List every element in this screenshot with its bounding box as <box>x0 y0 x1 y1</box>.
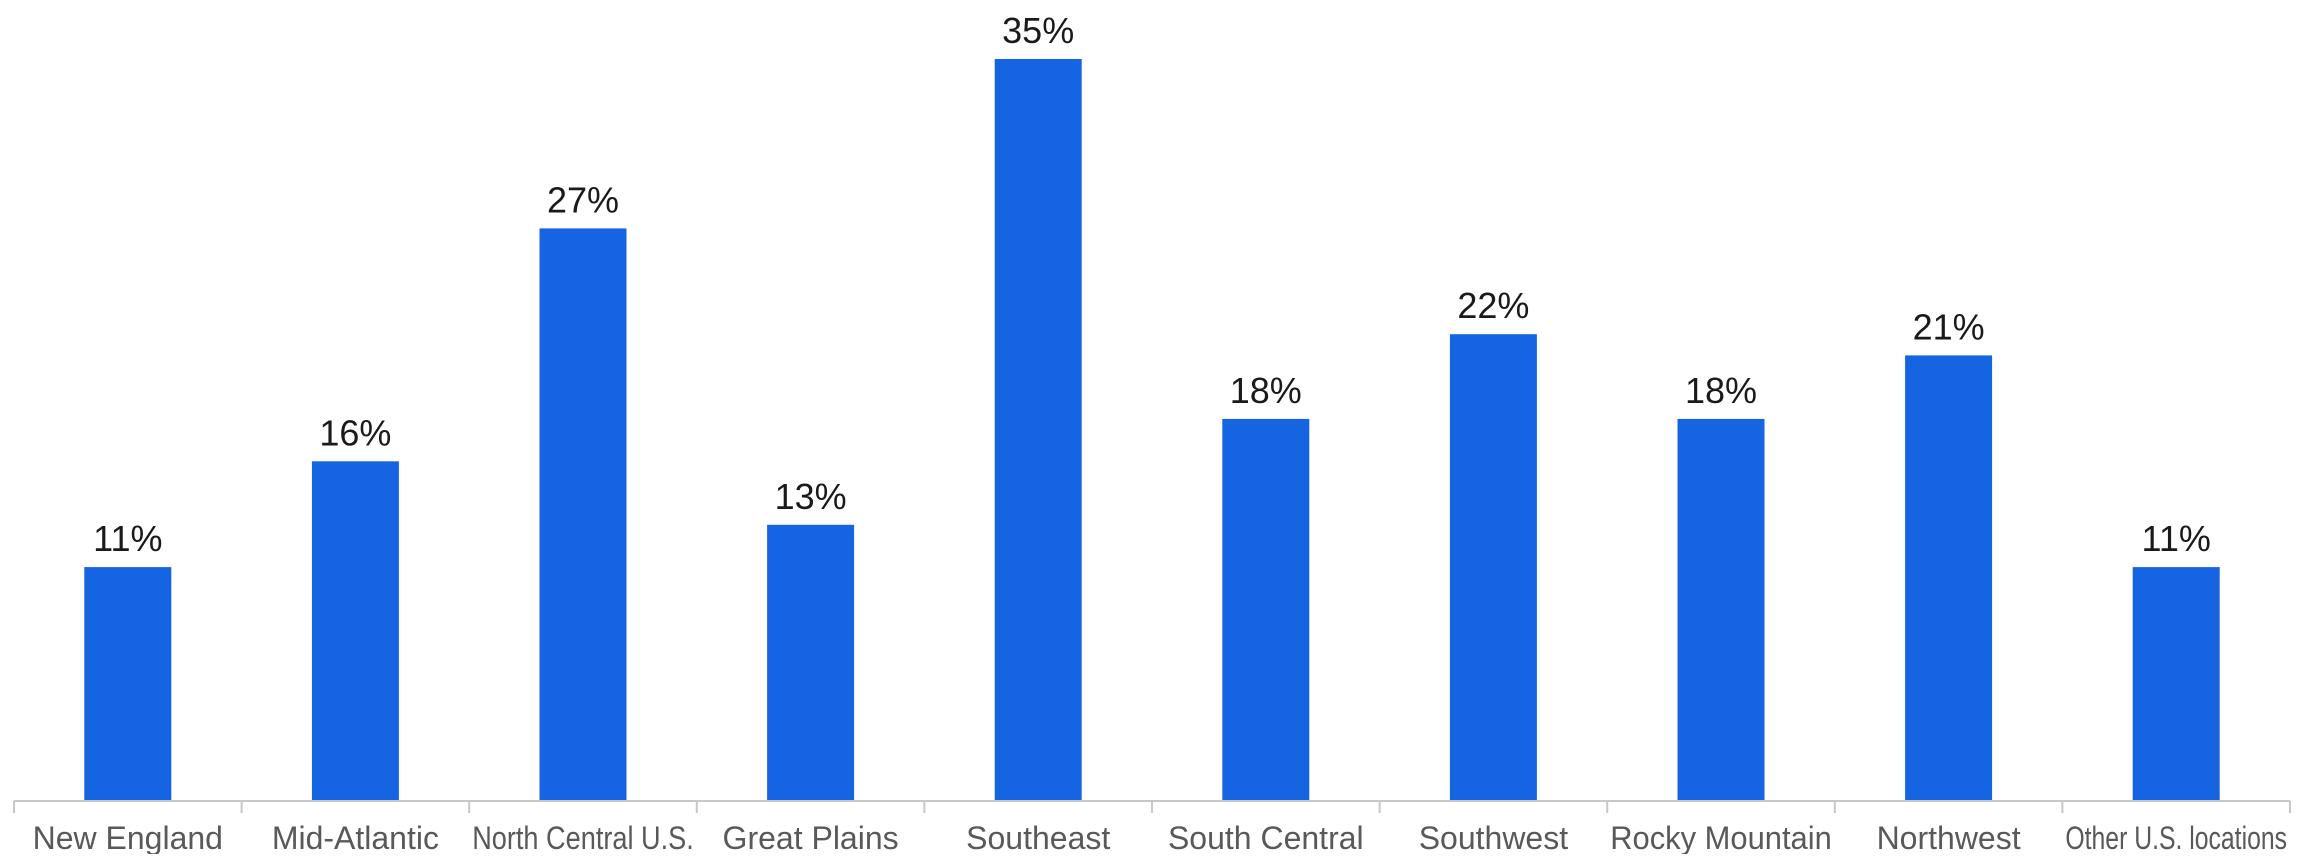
bar <box>311 461 399 800</box>
x-tick-label: Great Plains <box>723 820 899 854</box>
x-tick-label: Other U.S. locations <box>2065 820 2287 854</box>
x-tick-label: New England <box>33 820 223 854</box>
x-tick-label: Rocky Mountain <box>1610 820 1832 854</box>
bar-value-label: 13% <box>775 476 847 517</box>
x-tick-label: Southeast <box>966 820 1110 854</box>
x-tick-labels-layer: New England Mid-Atlantic North Central U.S… <box>33 820 2287 856</box>
x-axis <box>13 800 2291 813</box>
x-tick-label: South Central <box>1168 820 1364 854</box>
bar <box>84 567 172 800</box>
bar-value-label: 18% <box>1685 370 1757 411</box>
bar-value-label: 21% <box>1913 306 1985 347</box>
bar <box>1449 334 1537 800</box>
bar-value-label: 16% <box>319 412 391 453</box>
x-tick-label: North Central U.S. <box>472 820 694 854</box>
bar <box>1905 355 1993 800</box>
bar-value-label: 22% <box>1457 285 1529 326</box>
bar <box>1222 418 1310 800</box>
x-tick-label: Mid-Atlantic <box>272 820 439 854</box>
bars-layer <box>84 59 2220 800</box>
bar-value-label: 35% <box>1002 10 1074 51</box>
x-tick-label: Northwest <box>1877 820 2021 854</box>
bar <box>994 59 1082 800</box>
bar-value-label: 11% <box>2142 518 2211 559</box>
bar <box>2132 567 2220 800</box>
bar <box>1677 418 1765 800</box>
bar <box>539 228 627 800</box>
bar-value-label: 18% <box>1230 370 1302 411</box>
bar <box>767 524 855 800</box>
bar-value-label: 27% <box>547 179 619 220</box>
bar-value-label: 11% <box>93 518 162 559</box>
value-labels-layer: 11% 16% 27% 13% 35% 18% 22% 18% 21% 11% <box>93 10 2211 559</box>
x-tick-label: Southwest <box>1419 820 1569 854</box>
